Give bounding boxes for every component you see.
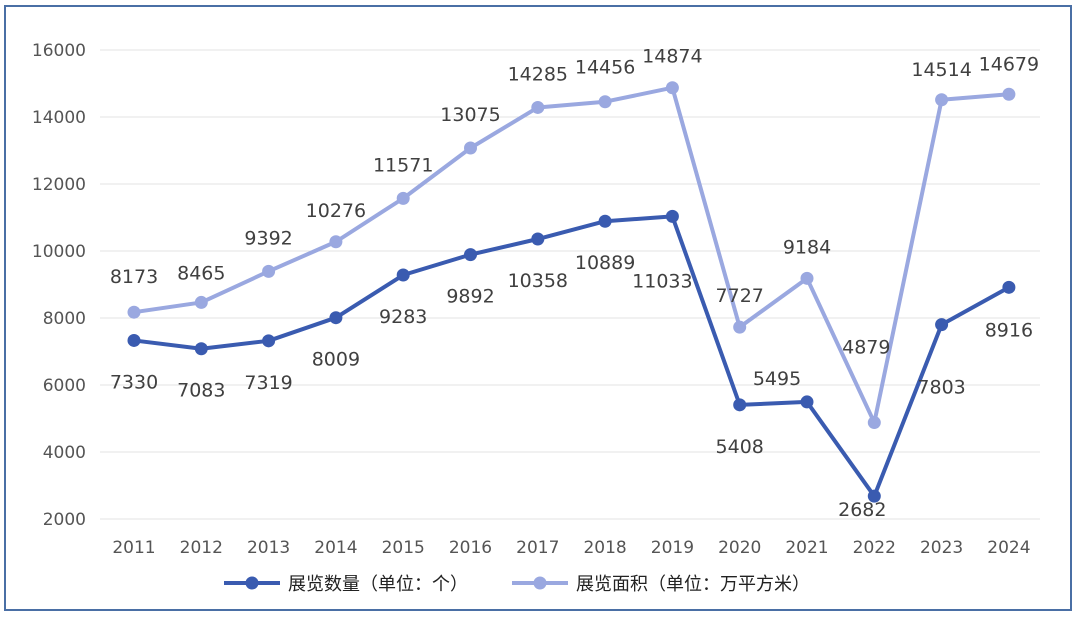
data-label: 7319 bbox=[244, 372, 292, 394]
data-label: 9283 bbox=[379, 306, 427, 328]
data-point bbox=[733, 398, 747, 412]
data-label: 14285 bbox=[508, 63, 568, 85]
x-tick-label: 2024 bbox=[987, 538, 1030, 558]
data-label: 11033 bbox=[632, 270, 692, 292]
data-point bbox=[531, 232, 545, 246]
data-label: 9184 bbox=[783, 236, 831, 258]
x-tick-label: 2022 bbox=[853, 538, 896, 558]
y-tick-label: 8000 bbox=[43, 309, 86, 329]
x-tick-label: 2017 bbox=[516, 538, 559, 558]
data-point bbox=[396, 191, 410, 205]
data-point bbox=[867, 489, 881, 503]
data-label: 10358 bbox=[508, 270, 568, 292]
data-point bbox=[598, 95, 612, 109]
series-line bbox=[133, 214, 1010, 499]
data-point bbox=[464, 248, 477, 262]
data-point bbox=[800, 271, 814, 285]
data-point bbox=[867, 416, 881, 430]
data-point bbox=[464, 141, 477, 155]
data-point bbox=[127, 333, 141, 347]
gridlines bbox=[100, 49, 1040, 520]
y-tick-label: 14000 bbox=[32, 108, 86, 128]
data-label: 14874 bbox=[642, 46, 702, 68]
data-point bbox=[935, 93, 949, 107]
data-label: 14679 bbox=[979, 53, 1039, 75]
legend: 展览数量（单位：个） 展览面积（单位：万平方米） bbox=[224, 574, 810, 595]
series-line bbox=[133, 85, 1010, 425]
data-point bbox=[800, 395, 814, 409]
x-tick-label: 2016 bbox=[449, 538, 492, 558]
data-label: 7803 bbox=[917, 377, 965, 399]
legend-swatch-marker bbox=[533, 576, 547, 590]
x-tick-label: 2021 bbox=[785, 538, 828, 558]
data-point bbox=[127, 305, 141, 319]
x-tick-label: 2012 bbox=[180, 538, 223, 558]
legend-label: 展览面积（单位：万平方米） bbox=[576, 574, 810, 595]
data-point bbox=[665, 209, 679, 223]
data-label: 8173 bbox=[110, 266, 158, 288]
data-label: 8916 bbox=[985, 319, 1033, 341]
data-point bbox=[598, 214, 612, 228]
data-label: 5495 bbox=[753, 368, 801, 390]
data-point bbox=[665, 81, 679, 95]
y-axis: 2000 4000 6000 8000 10000 12000 14000 16000 bbox=[32, 41, 86, 530]
data-label: 8009 bbox=[312, 349, 360, 371]
data-label: 4879 bbox=[842, 337, 890, 359]
data-point bbox=[733, 320, 747, 334]
y-tick-label: 4000 bbox=[43, 443, 86, 463]
series-lines bbox=[133, 85, 1010, 499]
data-label: 8465 bbox=[177, 262, 225, 284]
series-points bbox=[127, 81, 1016, 503]
x-tick-label: 2023 bbox=[920, 538, 963, 558]
data-point bbox=[531, 100, 545, 114]
data-label: 5408 bbox=[716, 436, 764, 458]
data-point bbox=[1002, 280, 1016, 294]
x-tick-label: 2015 bbox=[382, 538, 425, 558]
data-label: 10276 bbox=[306, 200, 366, 222]
x-tick-label: 2014 bbox=[314, 538, 357, 558]
data-label: 13075 bbox=[440, 104, 500, 126]
y-tick-label: 16000 bbox=[32, 41, 86, 61]
data-label: 11571 bbox=[373, 154, 433, 176]
data-label: 7083 bbox=[177, 380, 225, 402]
data-point bbox=[1002, 87, 1016, 101]
data-label: 9392 bbox=[244, 227, 292, 249]
data-label: 7330 bbox=[110, 371, 158, 393]
data-point bbox=[329, 235, 343, 249]
x-tick-label: 2019 bbox=[651, 538, 694, 558]
data-point bbox=[329, 311, 343, 325]
x-tick-label: 2013 bbox=[247, 538, 290, 558]
data-point bbox=[194, 295, 208, 309]
data-point bbox=[262, 334, 276, 348]
data-label: 14456 bbox=[575, 57, 635, 79]
y-tick-label: 2000 bbox=[43, 510, 86, 530]
x-axis: 2011 2012 2013 2014 2015 2016 2017 2018 2019 2020… bbox=[112, 538, 1030, 558]
x-tick-label: 2018 bbox=[583, 538, 626, 558]
data-point bbox=[262, 264, 276, 278]
data-label: 10889 bbox=[575, 252, 635, 274]
legend-label: 展览数量（单位：个） bbox=[288, 574, 468, 595]
y-tick-label: 10000 bbox=[32, 242, 86, 262]
y-tick-label: 12000 bbox=[32, 175, 86, 195]
data-label: 9892 bbox=[446, 286, 494, 308]
data-point bbox=[935, 318, 949, 332]
data-point bbox=[396, 268, 410, 282]
legend-swatch-marker bbox=[245, 576, 259, 590]
data-label: 14514 bbox=[911, 59, 971, 81]
data-point bbox=[194, 342, 208, 356]
y-tick-label: 6000 bbox=[43, 376, 86, 396]
x-tick-label: 2011 bbox=[112, 538, 155, 558]
data-label: 7727 bbox=[716, 285, 764, 307]
x-tick-label: 2020 bbox=[718, 538, 761, 558]
data-label: 2682 bbox=[838, 499, 886, 521]
